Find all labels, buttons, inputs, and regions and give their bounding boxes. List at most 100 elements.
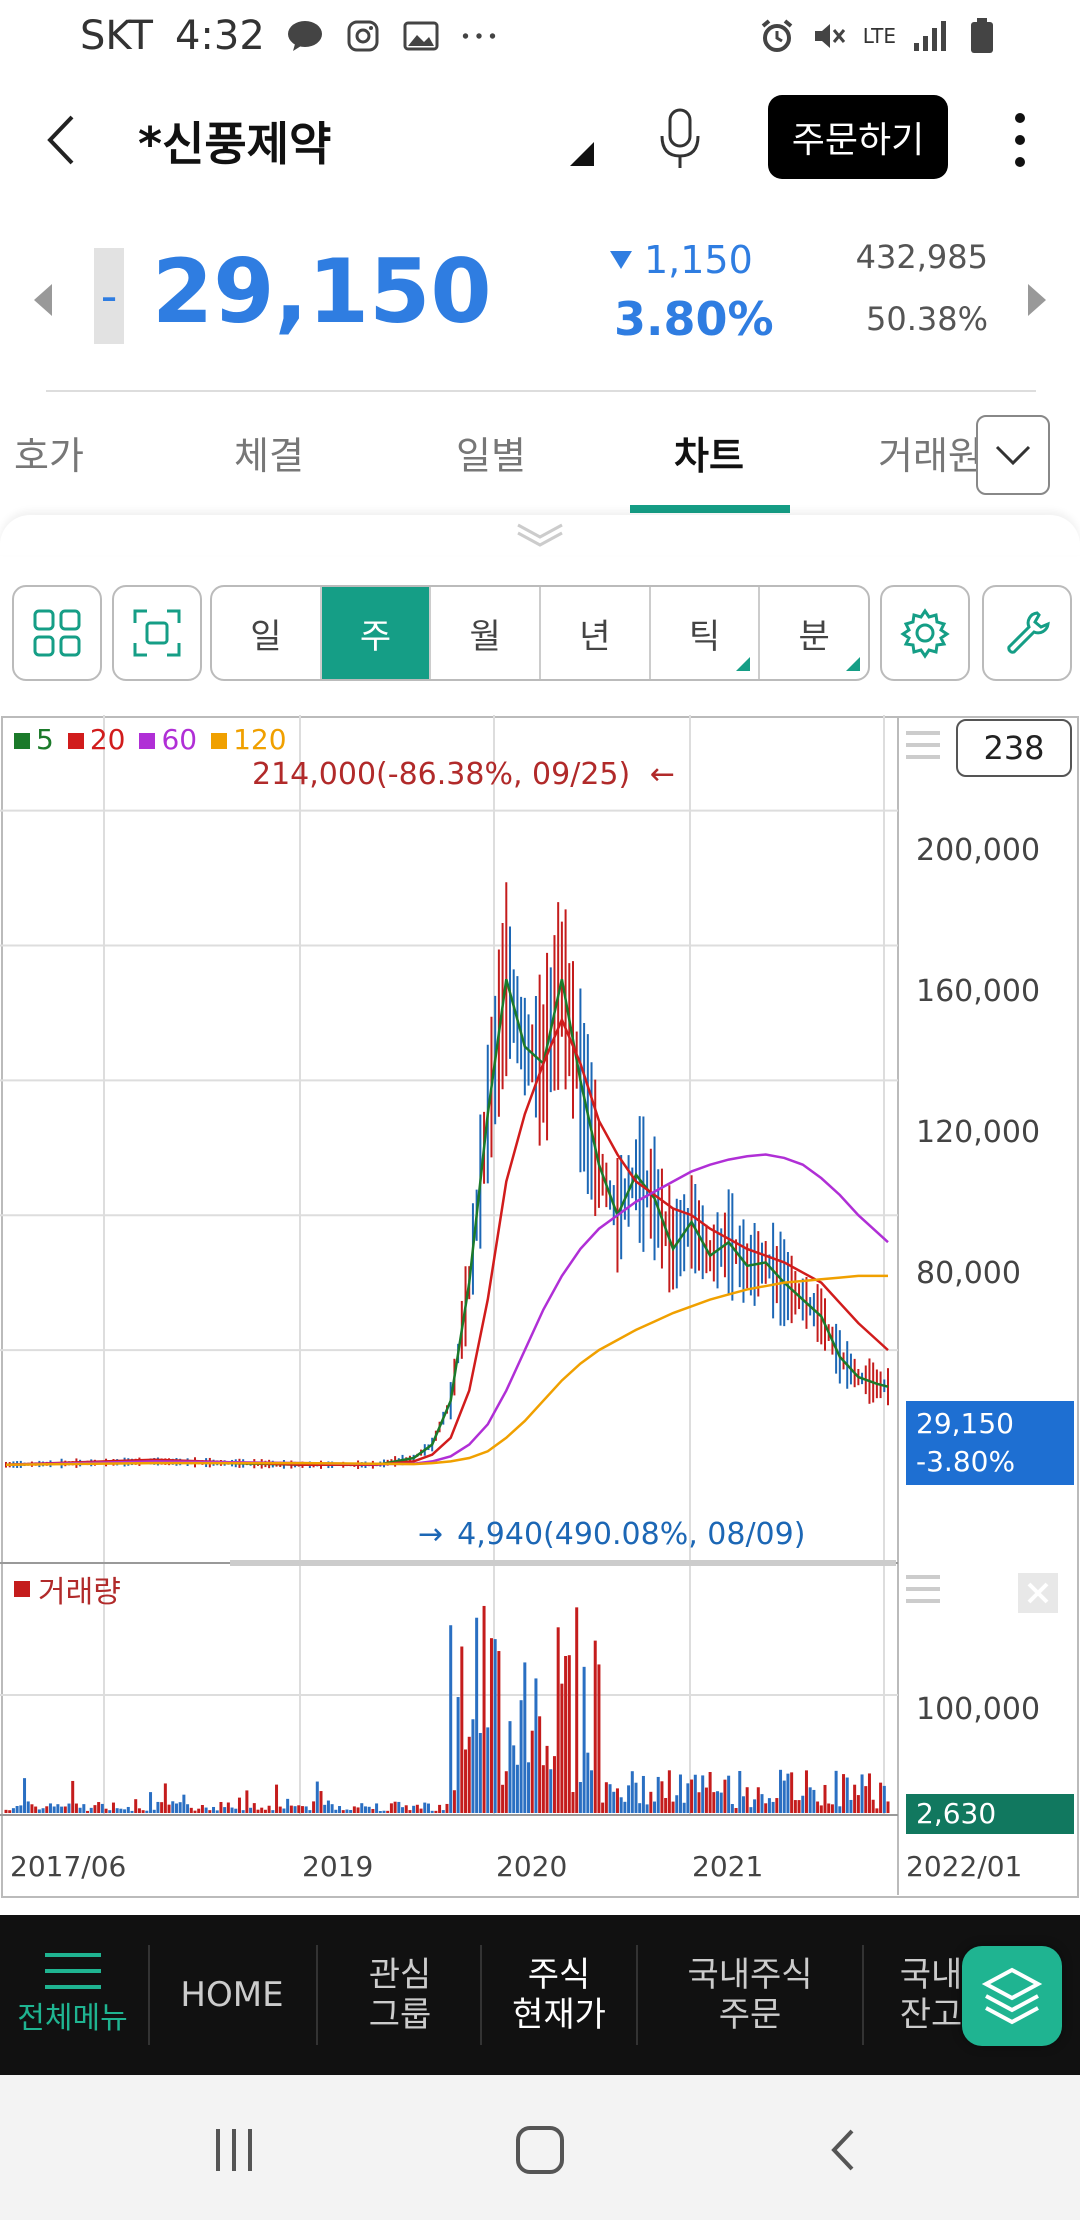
volume-bar [234, 1808, 238, 1813]
volume-bar [653, 1801, 657, 1813]
volume-bar [567, 1655, 571, 1813]
volume-bar [842, 1774, 846, 1813]
volume-bar [801, 1795, 805, 1813]
recent-apps-button[interactable] [200, 2115, 270, 2185]
nav-all-menu[interactable]: 전체메뉴 [0, 1915, 145, 2075]
chart-settings-button[interactable] [880, 585, 970, 681]
signal-icon [912, 18, 948, 54]
layers-fab-button[interactable] [962, 1946, 1062, 2046]
volume-bar [97, 1802, 101, 1813]
volume-bar [519, 1700, 523, 1813]
chart-menu-icon[interactable] [906, 729, 940, 761]
legend-ma120[interactable]: 120 [211, 723, 287, 756]
tab-daily[interactable]: 일별 [456, 434, 526, 478]
bar-count-badge[interactable]: 238 [956, 719, 1072, 777]
volume-bar [56, 1804, 60, 1813]
volume-bar [793, 1800, 797, 1813]
period-tick[interactable]: 틱 [651, 587, 761, 679]
last-price-tag: 29,150 -3.80% [906, 1401, 1074, 1485]
volume-menu-icon[interactable] [906, 1573, 940, 1605]
stock-dropdown-icon[interactable] [566, 138, 596, 168]
period-day[interactable]: 일 [212, 587, 322, 679]
layout-grid-button[interactable] [12, 585, 102, 681]
volume-bar [527, 1762, 531, 1813]
nav-home[interactable]: HOME [180, 1975, 284, 2015]
y-tick-label: 200,000 [916, 833, 1041, 868]
volume-bar [697, 1792, 701, 1813]
volume-bar [275, 1784, 279, 1813]
more-options-button[interactable] [1000, 108, 1040, 172]
period-minute[interactable]: 분 [760, 587, 868, 679]
panel-handle[interactable] [0, 515, 1080, 555]
chart-tools-button[interactable] [982, 585, 1072, 681]
volume-bar [460, 1646, 464, 1813]
chart-canvas[interactable] [0, 715, 1080, 1901]
volume-bar [149, 1792, 153, 1813]
volume-bar [193, 1810, 197, 1813]
active-tab-indicator [630, 505, 790, 513]
volume-bar [708, 1772, 712, 1813]
period-minute-label: 분 [798, 616, 830, 657]
volume-bar [493, 1639, 497, 1813]
system-back-button[interactable] [810, 2115, 880, 2185]
volume-bar [827, 1803, 831, 1813]
volume-bar [464, 1749, 468, 1813]
volume-bar [627, 1785, 631, 1813]
volume-bar [200, 1805, 204, 1813]
period-month[interactable]: 월 [431, 587, 542, 679]
nav-interest-group[interactable]: 관심 그룹 [320, 1915, 480, 2075]
volume-bar [438, 1804, 442, 1813]
period-week[interactable]: 주 [321, 587, 432, 679]
volume-bar [467, 1736, 471, 1813]
home-button[interactable] [505, 2115, 575, 2185]
stock-name[interactable]: *신풍제약 [138, 117, 332, 171]
volume-bar [160, 1802, 164, 1813]
volume-bar [704, 1787, 708, 1813]
prev-stock-button[interactable] [30, 280, 56, 324]
nav-balance[interactable]: 국내 잔고 [866, 1915, 996, 2075]
next-stock-button[interactable] [1024, 280, 1050, 324]
chart-legend: 5 20 60 120 [14, 723, 287, 756]
tab-orderbook[interactable]: 호가 [14, 434, 84, 478]
volume-bar [671, 1801, 675, 1813]
talk-notification-icon [287, 18, 323, 54]
close-volume-button[interactable] [1018, 1573, 1058, 1613]
nav-separator [480, 1945, 482, 2045]
volume-bar [152, 1809, 156, 1813]
volume-bar [449, 1625, 453, 1813]
more-tabs-button[interactable] [976, 415, 1050, 495]
tab-chart[interactable]: 차트 [674, 434, 744, 478]
volume-bar [263, 1809, 267, 1813]
period-year[interactable]: 년 [541, 587, 651, 679]
volume-bar [430, 1810, 434, 1813]
nav-domestic-order[interactable]: 국내주식 주문 [640, 1915, 860, 2075]
volume-bar [775, 1798, 779, 1813]
fullscreen-button[interactable] [112, 585, 202, 681]
nav-stock-current[interactable]: 주식 현재가 [484, 1915, 634, 2075]
nav-stock-line2: 현재가 [512, 1995, 606, 2035]
volume-bar [304, 1806, 308, 1813]
back-button[interactable] [30, 105, 100, 175]
legend-ma20[interactable]: 20 [67, 723, 125, 756]
voice-search-button[interactable] [650, 104, 710, 174]
nav-order-line2: 주문 [718, 1995, 782, 2035]
volume-bar [630, 1771, 634, 1813]
nav-interest-line1: 관심 [368, 1955, 432, 1995]
volume-bar [208, 1810, 212, 1813]
volume-bar [371, 1808, 375, 1813]
volume-bar [326, 1800, 330, 1813]
volume-bar [604, 1782, 608, 1813]
volume-bar [867, 1773, 871, 1813]
last-price-value: 29,150 [916, 1407, 1014, 1440]
more-notifications-icon [461, 18, 497, 54]
volume-bar [608, 1784, 612, 1813]
order-button[interactable]: 주문하기 [768, 95, 948, 179]
stock-chart[interactable]: 5 20 60 120 238 214,000(-86.38%, 09/25) … [0, 715, 1080, 1901]
legend-ma60[interactable]: 60 [139, 723, 197, 756]
volume-bar [415, 1804, 419, 1813]
legend-ma5[interactable]: 5 [14, 723, 54, 756]
tab-trades[interactable]: 체결 [234, 434, 304, 478]
tab-brokers[interactable]: 거래원 [878, 434, 983, 478]
volume-bar [678, 1774, 682, 1813]
volume-bar [212, 1806, 216, 1813]
